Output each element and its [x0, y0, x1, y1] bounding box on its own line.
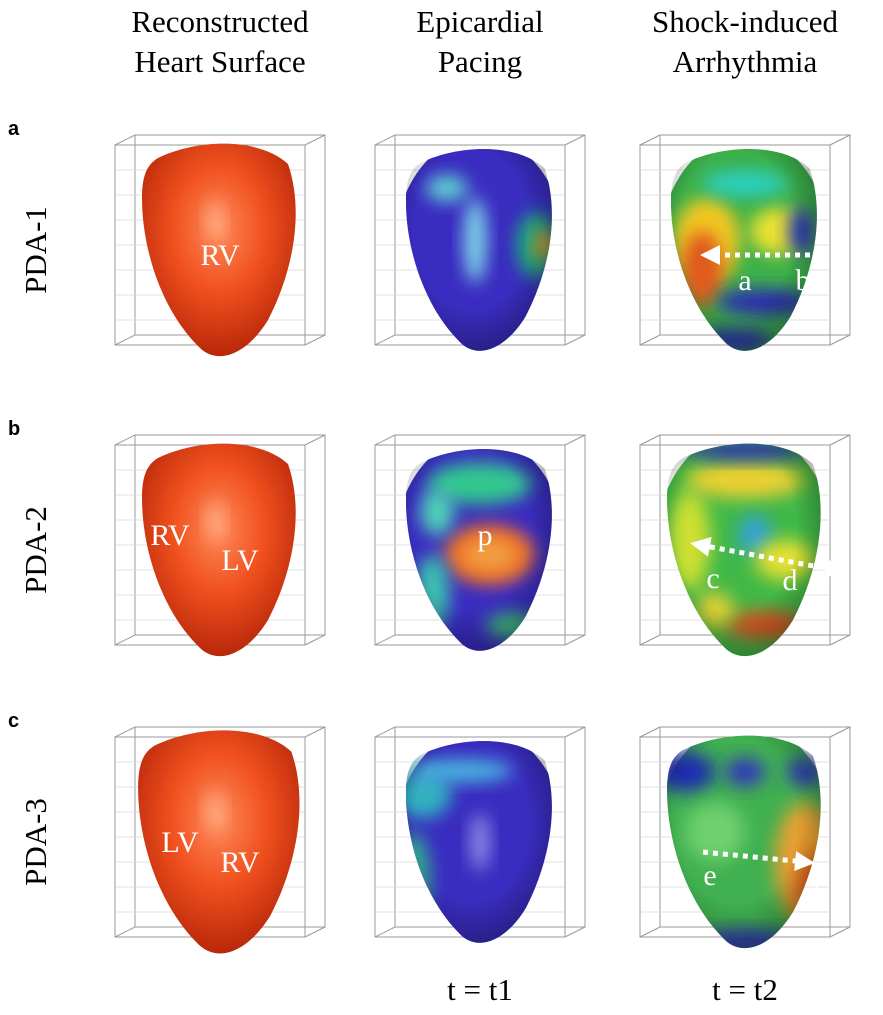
heart [142, 143, 296, 357]
column-header: Epicardial [416, 4, 543, 39]
heart [138, 730, 300, 954]
heart-label: f [812, 876, 822, 909]
heart-label: a [738, 264, 751, 297]
plot-box-edge [114, 434, 136, 446]
heart [405, 740, 552, 943]
plot-box-edge [304, 134, 326, 146]
shading [405, 449, 552, 651]
plot-box-edge [114, 634, 136, 646]
heart-label: c [706, 562, 719, 595]
plot-box-edge [304, 726, 326, 738]
heart-label: p [478, 519, 493, 552]
highlight [207, 200, 223, 240]
panel [114, 726, 326, 954]
heart [405, 148, 552, 351]
heart-label: RV [220, 846, 260, 879]
column-header: Heart Surface [134, 44, 305, 79]
plot-box-edge [374, 726, 396, 738]
panel [639, 726, 851, 949]
panel-letter: c [8, 710, 19, 732]
heart [667, 735, 821, 949]
panel [639, 134, 851, 351]
highlight [207, 500, 223, 540]
plot-box-edge [114, 726, 136, 738]
column-header: Reconstructed [131, 4, 309, 39]
plot-box-edge [829, 726, 851, 738]
activation-map [405, 740, 552, 943]
plot-box-edge [829, 134, 851, 146]
plot-box-edge [829, 334, 851, 346]
heart-label: e [703, 859, 716, 892]
row-label: PDA-3 [18, 798, 53, 886]
plot-box-edge [304, 926, 326, 938]
plot-box-edge [564, 926, 586, 938]
panel [639, 434, 851, 657]
row-label: PDA-2 [18, 506, 53, 594]
plot-box-edge [304, 334, 326, 346]
heart-surface [142, 443, 296, 657]
plot-box-edge [829, 926, 851, 938]
shading [667, 735, 821, 949]
column-header: Shock-induced [652, 4, 838, 39]
time-label: t = t1 [447, 972, 513, 1007]
plot-box-edge [639, 634, 661, 646]
shading [405, 741, 552, 943]
plot-box-edge [639, 726, 661, 738]
plot-box-edge [114, 134, 136, 146]
plot-box-edge [564, 134, 586, 146]
panel-letter: a [8, 118, 20, 140]
heart-label: b [796, 264, 811, 297]
shading [405, 149, 552, 351]
panel [114, 434, 326, 657]
heart [667, 443, 821, 657]
panel [374, 726, 586, 943]
heart-label: d [783, 564, 798, 597]
plot-box-edge [829, 434, 851, 446]
time-label: t = t2 [712, 972, 778, 1007]
plot-box-edge [829, 634, 851, 646]
plot-box-edge [639, 134, 661, 146]
plot-box-edge [639, 334, 661, 346]
plot-box-edge [374, 634, 396, 646]
plot-box-edge [374, 334, 396, 346]
heart-label: RV [150, 519, 190, 552]
plot-box-edge [304, 634, 326, 646]
row-label: PDA-1 [18, 206, 53, 294]
plot-box-edge [564, 334, 586, 346]
plot-box-edge [114, 334, 136, 346]
plot-box-edge [564, 726, 586, 738]
shading [667, 443, 821, 657]
plot-box-edge [564, 634, 586, 646]
activation-map [670, 148, 817, 351]
panel [114, 134, 326, 357]
heart-label: LV [161, 826, 199, 859]
panel-letter: b [8, 418, 20, 440]
plot-box-edge [114, 926, 136, 938]
plot-box-edge [374, 926, 396, 938]
plot-box-edge [374, 434, 396, 446]
plot-box-edge [374, 134, 396, 146]
heart-label: LV [221, 544, 259, 577]
column-header: Arrhythmia [673, 44, 818, 79]
panel [374, 134, 586, 351]
highlight [206, 789, 224, 832]
heart-surface [138, 730, 300, 954]
activation-map [667, 735, 821, 949]
heart [142, 443, 296, 657]
activation-map [667, 443, 821, 657]
propagation-arrow [702, 849, 815, 871]
plot-box-edge [639, 926, 661, 938]
shading [670, 148, 817, 351]
heart-surface [142, 143, 296, 357]
plot-box-edge [564, 434, 586, 446]
heart [670, 148, 817, 351]
activation-map [405, 148, 552, 351]
plot-box-edge [639, 434, 661, 446]
plot-box-edge [304, 434, 326, 446]
column-header: Pacing [438, 44, 522, 79]
heart-label: RV [200, 239, 240, 272]
propagation-arrow [690, 536, 845, 579]
